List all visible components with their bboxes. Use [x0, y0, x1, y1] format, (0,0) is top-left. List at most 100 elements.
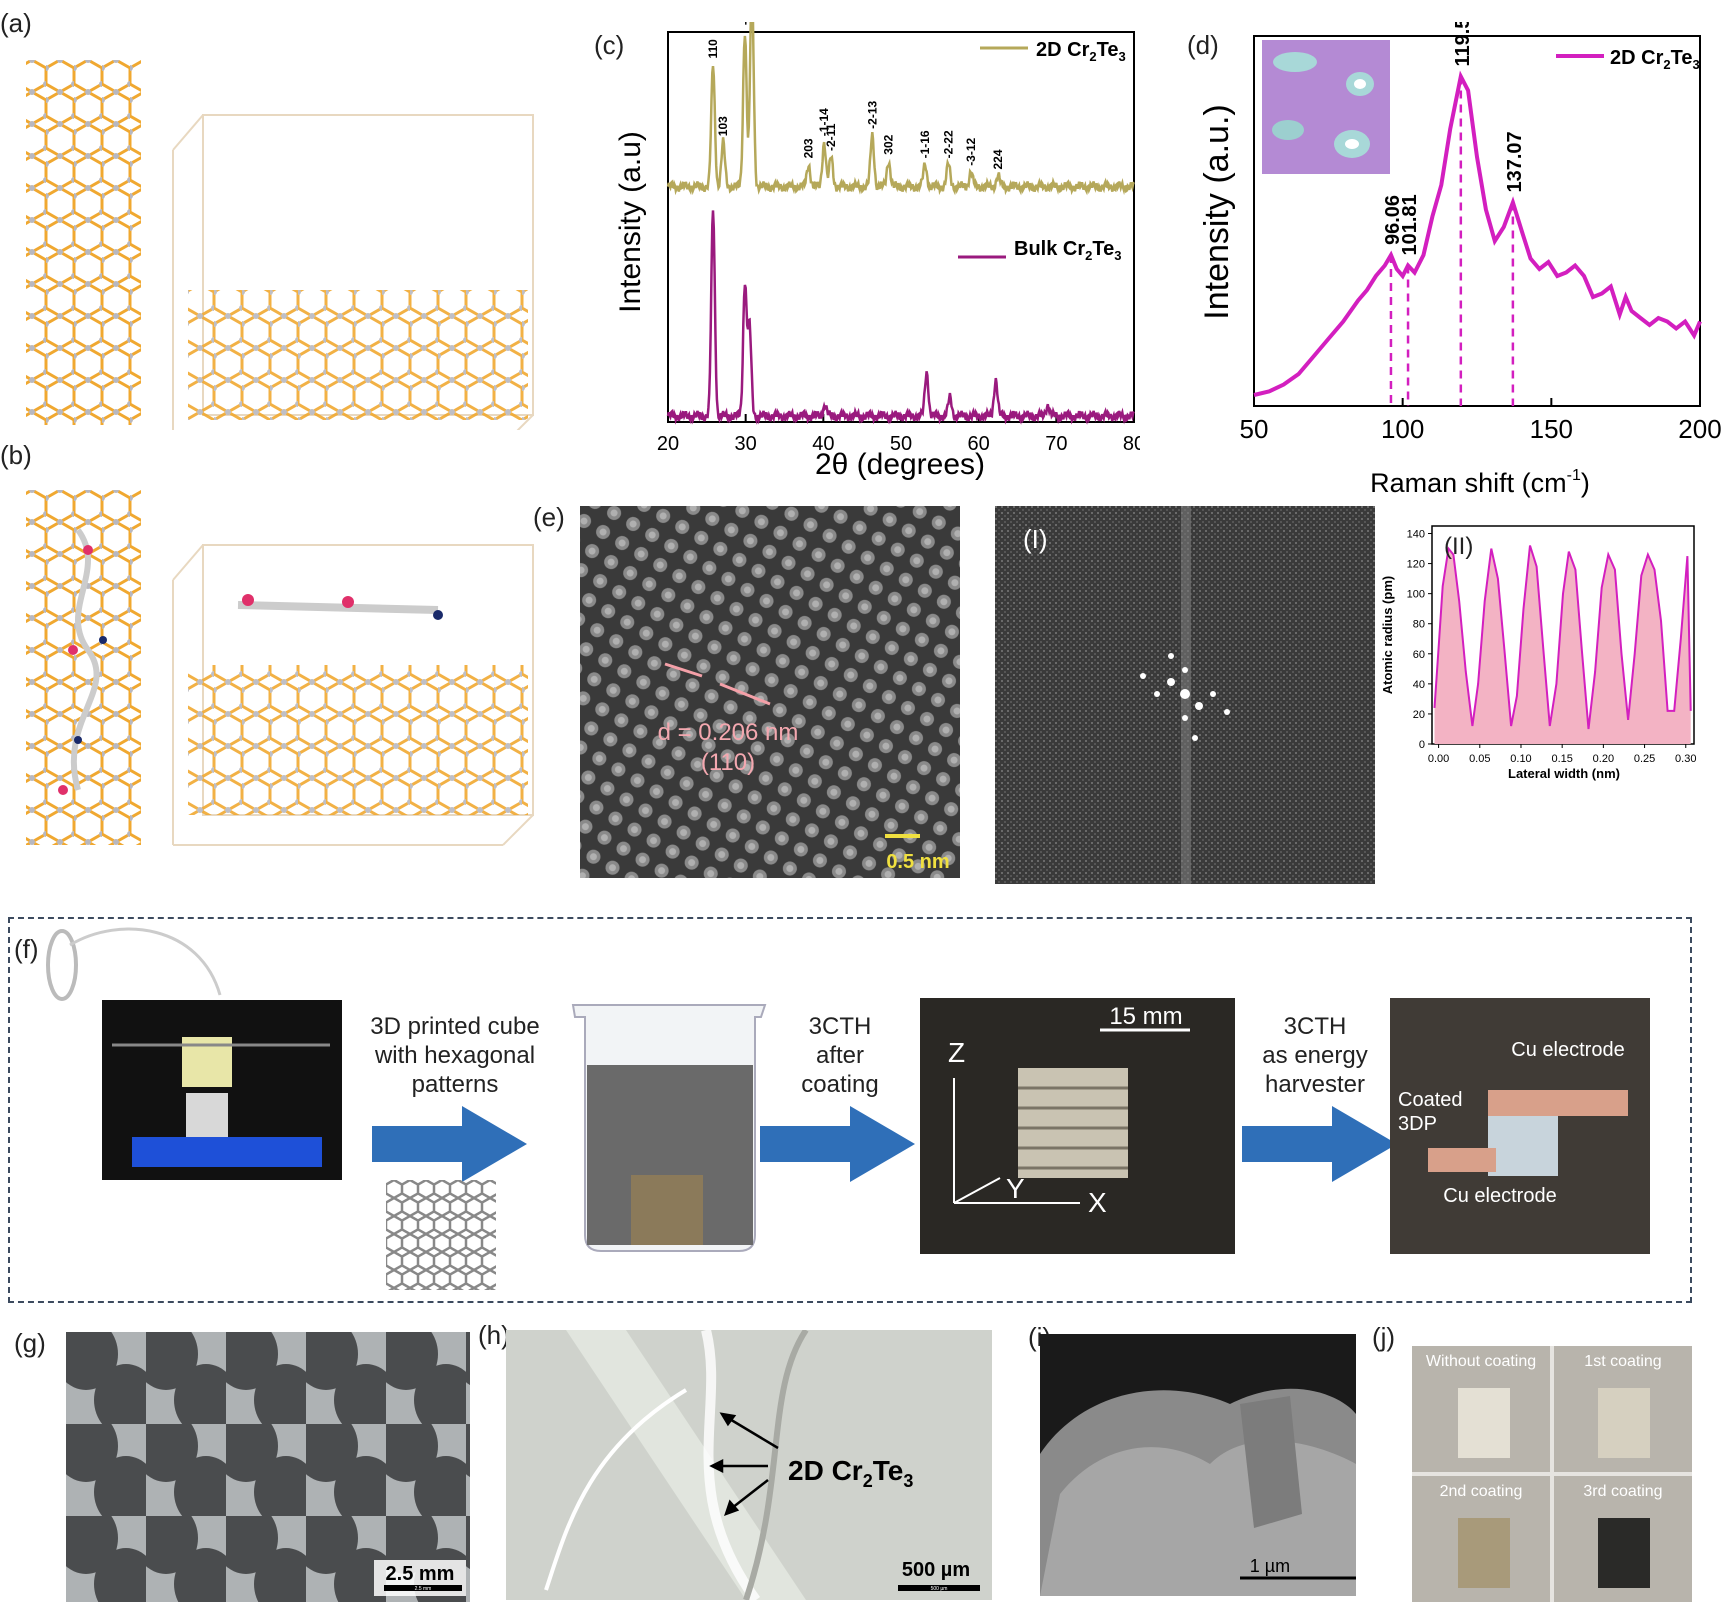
- profile-y-tick-label: 0: [1419, 739, 1425, 751]
- xrd-peak-label: -2-22: [941, 130, 955, 158]
- side-view-slab-b: [188, 665, 528, 815]
- xrd-x-tick-label: 30: [735, 433, 757, 455]
- svg-text:2D Cr2Te3: 2D Cr2Te3: [1036, 39, 1126, 64]
- profile-x-tick-label: 0.30: [1675, 753, 1696, 765]
- xrd-legend-2d: 2D Cr2Te3: [980, 39, 1126, 64]
- top-view-lattice: [26, 60, 141, 425]
- label-3rd-coating: 3rd coating: [1583, 1483, 1662, 1500]
- cube-3rd-coating: [1598, 1518, 1650, 1588]
- line-profile-chart: 0.00 0.05 0.10 0.15 0.20 0.25 0.30 0 20 40 60 80 100…: [1380, 525, 1696, 781]
- svg-text:2D Cr2Te3: 2D Cr2Te3: [1610, 47, 1700, 72]
- h-material-label: 2D Cr2Te3: [788, 1455, 913, 1491]
- profile-y-tick-label: 20: [1413, 709, 1425, 721]
- crystal-structure-a: [26, 60, 534, 430]
- panel-label-f: (f): [14, 934, 39, 964]
- panel-label-e: (e): [533, 502, 565, 532]
- raman-peak-label: 96.06: [1382, 195, 1404, 245]
- profile-x-tick-label: 0.10: [1510, 753, 1531, 765]
- coated-cube-photo: 15 mm Z Y X: [920, 998, 1235, 1254]
- xrd-x-tick-label: 40: [812, 433, 834, 455]
- step3-line2: as energy: [1262, 1042, 1368, 1069]
- xrd-peak-label: -3-12: [964, 137, 978, 165]
- xrd-x-tick-label: 80: [1123, 433, 1140, 455]
- raman-x-tick-label: 50: [1240, 414, 1269, 444]
- g-scale-bar-label: 2.5 mm: [415, 1586, 432, 1592]
- printed-cube: [186, 1093, 228, 1139]
- raman-peak-label: 119.56: [1452, 22, 1474, 67]
- step3-line1: 3CTH: [1283, 1013, 1347, 1040]
- xrd-peak-label: 103: [716, 116, 730, 136]
- xrd-x-tick-label: 70: [1045, 433, 1067, 455]
- profile-y-tick-label: 120: [1407, 559, 1425, 571]
- filament: [69, 927, 222, 996]
- profile-y-tick-label: 80: [1413, 619, 1425, 631]
- raman-inset-optical-image: [1262, 40, 1390, 174]
- profile-x-tick-label: 0.00: [1428, 753, 1449, 765]
- profile-x-tick-label: 0.15: [1551, 753, 1572, 765]
- profile-y-tick-label: 140: [1407, 529, 1425, 541]
- d-spacing-arrow-right: [719, 682, 771, 706]
- axis-y-label: Y: [1006, 1173, 1025, 1204]
- cube-1st-coating: [1598, 1388, 1650, 1458]
- side-view-slab: [188, 290, 528, 420]
- arrow-1: [372, 1106, 527, 1182]
- sem-image-i: 1 µm: [1040, 1334, 1356, 1596]
- xrd-x-tick-label: 20: [657, 433, 679, 455]
- energy-harvester-photo: Cu electrode Coated 3DP Cu electrode: [1390, 998, 1650, 1254]
- profile-x-tick-label: 0.25: [1634, 753, 1655, 765]
- step1-caption: 3D printed cube with hexagonal patterns: [360, 1012, 550, 1099]
- hexagonal-cube-photo: [386, 1180, 496, 1290]
- raman-peak-label: 137.07: [1504, 131, 1526, 192]
- raman-legend: 2D Cr2Te3: [1556, 47, 1700, 72]
- microscope-image-h: 2D Cr2Te3 500 µm 500 µm: [506, 1330, 992, 1600]
- h-scale-bar-label: 500 µm: [931, 1586, 948, 1592]
- xrd-frame: [667, 31, 1135, 423]
- immersed-cube: [631, 1175, 703, 1245]
- step3-caption: 3CTH as energy harvester: [1240, 1012, 1390, 1099]
- xrd-peak-label: 203: [802, 138, 816, 158]
- raman-x-tick-label: 200: [1678, 414, 1721, 444]
- step2-line1: 3CTH: [808, 1013, 872, 1040]
- sem-scale-label: 1 µm: [1250, 1556, 1290, 1576]
- raman-peak-label: 101.81: [1399, 194, 1421, 255]
- xrd-peak-label: 302: [882, 134, 896, 154]
- xrd-x-tick-label: 50: [890, 433, 912, 455]
- profile-x-axis-label: Lateral width (nm): [1508, 766, 1620, 781]
- 3d-printer-illustration: [46, 927, 342, 1180]
- step2-line2: after: [815, 1042, 865, 1069]
- label-without-coating: Without coating: [1426, 1353, 1536, 1370]
- cube-without-coating: [1458, 1388, 1510, 1458]
- panel-label-j: (j): [1372, 1322, 1396, 1352]
- d-spacing-label: d = 0.206 nm: [658, 719, 799, 746]
- workflow-frame: [8, 917, 1692, 1303]
- axis-z-label: Z: [948, 1037, 965, 1068]
- profile-sublabel: (II): [1444, 533, 1473, 560]
- plane-label: (110): [701, 749, 755, 776]
- profile-area-fill: [1434, 545, 1691, 744]
- xrd-peak-label: -1-16: [918, 130, 932, 158]
- beaker-illustration: [571, 1004, 767, 1252]
- svg-text:Bulk Cr2Te3: Bulk Cr2Te3: [1014, 238, 1121, 263]
- xrd-peak-label: -2-11: [824, 123, 838, 151]
- g-scale-label: 2.5 mm: [386, 1563, 455, 1585]
- panel-label-h: (h): [478, 1320, 510, 1350]
- xrd-series-2d: [666, 22, 1135, 196]
- xrd-peak-label: 224: [991, 149, 1005, 169]
- xrd-peak-label: -2-13: [865, 100, 879, 128]
- raman-frame: [1253, 35, 1701, 407]
- step3-line3: harvester: [1264, 1071, 1366, 1098]
- panel-label-a: (a): [0, 8, 32, 38]
- cu-electrode-bottom-label: Cu electrode: [1443, 1185, 1556, 1207]
- d-spacing-arrow-left: [664, 662, 703, 678]
- xrd-x-tick-label: 60: [968, 433, 990, 455]
- arrow-2: [760, 1106, 915, 1182]
- profile-x-tick-label: 0.20: [1593, 753, 1614, 765]
- coating-sequence-grid: Without coating 1st coating 2nd coating …: [1412, 1346, 1692, 1602]
- profile-line: [1433, 545, 1692, 730]
- cu-electrode-top-label: Cu electrode: [1511, 1039, 1624, 1061]
- raman-x-axis-label: Raman shift (cm-1): [1370, 467, 1590, 498]
- coated-cube-scale-label: 15 mm: [1109, 1003, 1182, 1030]
- profile-y-tick-label: 40: [1413, 679, 1425, 691]
- xrd-peak-label: -1-12: [738, 22, 752, 25]
- microscope-image-g: 2.5 mm 2.5 mm: [66, 1332, 470, 1602]
